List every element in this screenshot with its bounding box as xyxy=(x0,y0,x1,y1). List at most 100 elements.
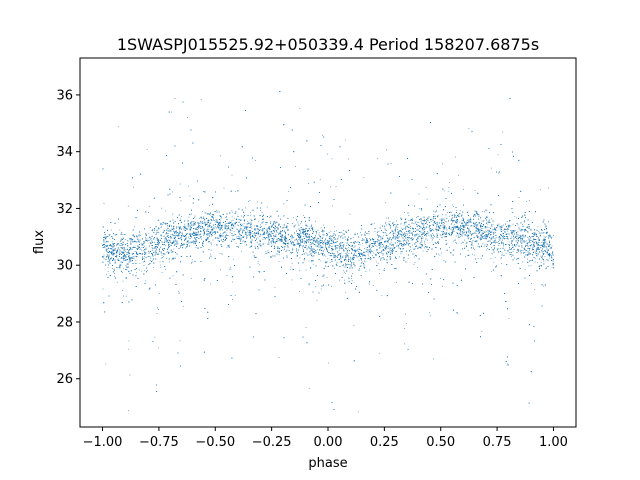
data-point xyxy=(184,229,186,231)
data-point xyxy=(418,226,420,227)
data-point xyxy=(414,236,416,238)
data-point xyxy=(472,245,474,247)
data-point xyxy=(169,261,170,263)
data-point xyxy=(310,267,312,269)
data-point xyxy=(107,245,109,247)
data-point xyxy=(544,256,546,257)
data-point xyxy=(345,266,347,268)
data-point xyxy=(524,241,526,243)
data-point xyxy=(271,232,273,234)
data-point xyxy=(119,229,121,231)
data-point xyxy=(336,230,338,232)
data-point xyxy=(320,260,322,262)
data-point xyxy=(207,235,209,236)
data-point xyxy=(359,247,360,249)
data-point xyxy=(476,231,478,232)
data-point xyxy=(472,233,473,234)
data-point xyxy=(467,234,468,236)
data-point xyxy=(164,237,166,238)
data-point xyxy=(268,242,270,243)
data-point xyxy=(470,217,471,219)
data-point xyxy=(245,207,246,209)
data-point xyxy=(159,261,161,263)
data-point xyxy=(165,210,167,212)
data-point xyxy=(354,257,356,259)
data-point xyxy=(536,255,538,257)
data-point xyxy=(482,211,484,212)
data-point xyxy=(527,247,529,249)
data-point xyxy=(315,235,316,237)
data-point xyxy=(329,243,330,245)
data-point xyxy=(532,248,533,250)
data-point xyxy=(490,258,492,260)
data-point xyxy=(133,235,135,237)
data-point xyxy=(528,265,530,267)
data-point xyxy=(267,227,269,229)
data-point xyxy=(526,240,527,242)
data-point xyxy=(198,227,199,229)
data-point xyxy=(180,237,182,239)
data-point xyxy=(350,259,352,261)
data-point xyxy=(316,241,318,242)
data-point xyxy=(150,257,152,259)
data-point xyxy=(390,163,392,164)
data-point xyxy=(390,241,392,243)
data-point xyxy=(543,260,545,262)
data-point xyxy=(299,291,300,292)
data-point xyxy=(257,226,259,227)
data-point xyxy=(381,247,383,249)
data-point xyxy=(506,238,508,239)
data-point xyxy=(212,239,214,241)
data-point xyxy=(486,249,487,251)
data-point xyxy=(482,230,483,232)
data-point xyxy=(443,228,445,230)
data-point xyxy=(417,241,419,243)
data-point xyxy=(384,225,386,227)
data-point xyxy=(528,199,530,201)
data-point xyxy=(371,250,373,252)
data-point xyxy=(497,154,499,156)
data-point xyxy=(334,267,336,269)
data-point xyxy=(312,263,314,265)
data-point xyxy=(303,236,304,237)
data-point xyxy=(441,230,442,232)
data-point xyxy=(189,195,191,197)
data-point xyxy=(220,239,222,240)
data-point xyxy=(175,240,176,242)
data-point xyxy=(389,249,391,251)
data-point xyxy=(418,207,420,209)
data-point xyxy=(451,232,453,233)
data-point xyxy=(530,265,532,267)
data-point xyxy=(243,225,245,227)
data-point xyxy=(151,247,153,248)
data-point xyxy=(119,241,121,242)
data-point xyxy=(161,254,163,256)
data-point xyxy=(403,223,405,224)
data-point xyxy=(407,225,409,227)
data-point xyxy=(428,234,430,236)
data-point xyxy=(363,177,365,178)
data-point xyxy=(274,235,275,237)
data-point xyxy=(250,229,252,231)
data-point xyxy=(393,235,395,237)
data-point xyxy=(183,235,185,237)
data-point xyxy=(224,225,226,227)
data-point xyxy=(226,275,228,276)
data-point xyxy=(103,258,105,260)
data-point xyxy=(457,226,459,228)
data-point xyxy=(395,281,397,283)
data-point xyxy=(534,239,536,240)
data-point xyxy=(283,237,285,239)
data-point xyxy=(474,223,475,225)
data-point xyxy=(212,235,213,236)
data-point xyxy=(288,243,289,245)
data-point xyxy=(338,249,340,251)
data-point xyxy=(194,215,196,217)
data-point xyxy=(545,239,547,241)
data-point xyxy=(145,240,147,241)
data-point xyxy=(146,149,148,150)
data-point xyxy=(449,246,450,248)
data-point xyxy=(431,229,433,230)
data-point xyxy=(490,167,492,169)
data-point xyxy=(270,235,271,237)
